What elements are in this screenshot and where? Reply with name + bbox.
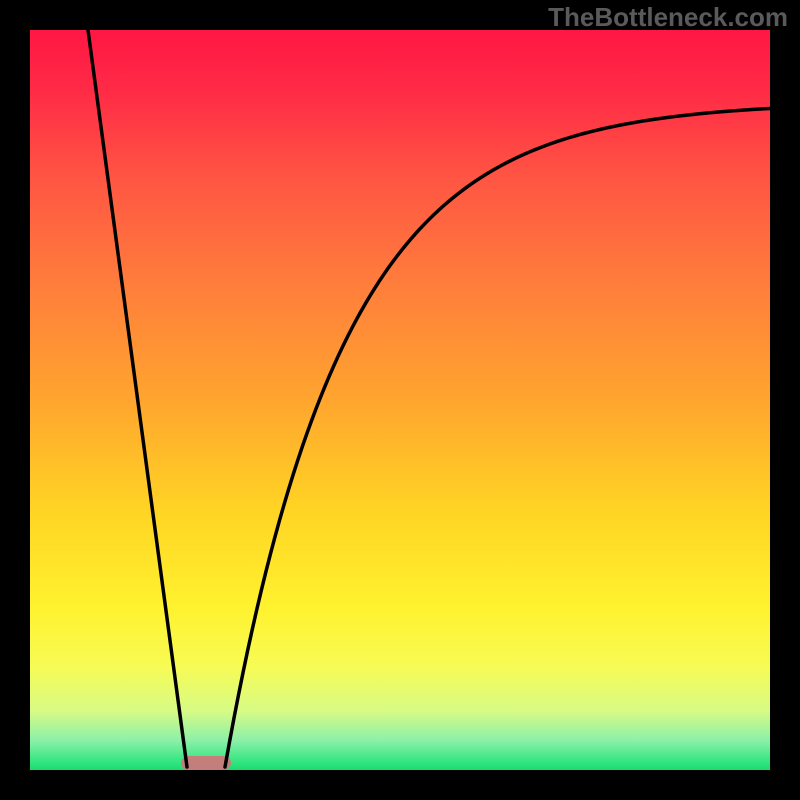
v-right-curve (225, 108, 770, 767)
watermark-text: TheBottleneck.com (548, 2, 788, 33)
bottleneck-curves (30, 30, 770, 770)
v-left-line (88, 30, 187, 767)
